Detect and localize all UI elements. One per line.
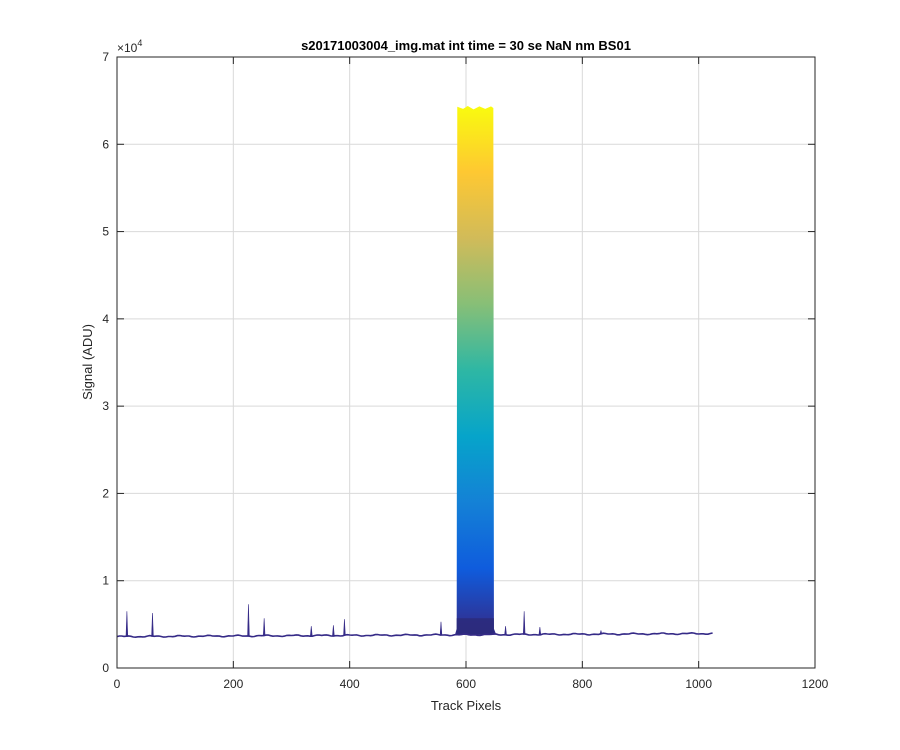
series (116, 106, 713, 639)
spike-point (599, 630, 603, 635)
spike-point (125, 611, 129, 637)
spike-point (332, 625, 335, 636)
y-tick-label: 6 (102, 137, 109, 151)
plateau-base (456, 618, 494, 635)
spike-point (262, 618, 266, 637)
y-tick-label: 0 (102, 661, 109, 675)
spike-point (310, 626, 313, 636)
x-tick-label: 0 (114, 677, 121, 691)
y-tick-label: 7 (102, 50, 109, 64)
y-tick-label: 5 (102, 225, 109, 239)
x-tick-labels: 0 200 400 600 800 1000 1200 (114, 677, 829, 691)
y-tick-label: 1 (102, 574, 109, 588)
spike-point (343, 619, 346, 636)
spike-point (151, 612, 154, 637)
spike-point (504, 626, 507, 635)
x-tick-label: 1200 (802, 677, 829, 691)
x-axis-label: Track Pixels (431, 698, 502, 713)
ticks (116, 56, 816, 669)
plateau-band (454, 106, 497, 635)
spike-point (439, 621, 443, 636)
x-tick-label: 1000 (685, 677, 712, 691)
spike-point (522, 611, 526, 635)
y-tick-label: 2 (102, 486, 109, 500)
y-tick-label: 4 (102, 312, 109, 326)
x-tick-label: 400 (340, 677, 360, 691)
y-tick-label: 3 (102, 399, 109, 413)
spike-point (247, 604, 250, 637)
y-axis-label: Signal (ADU) (80, 324, 95, 400)
chart-title: s20171003004_img.mat int time = 30 se Na… (301, 38, 631, 53)
x-tick-label: 200 (223, 677, 243, 691)
y-tick-labels: 0 1 2 3 4 5 6 7 (102, 50, 109, 675)
x-tick-label: 800 (572, 677, 592, 691)
y-exponent-base: ×10 (117, 41, 138, 55)
baseline-series (116, 631, 713, 639)
y-exponent-label: ×104 (117, 38, 142, 55)
y-exponent-power: 4 (137, 38, 142, 48)
x-tick-label: 600 (456, 677, 476, 691)
spike-point (538, 626, 542, 635)
